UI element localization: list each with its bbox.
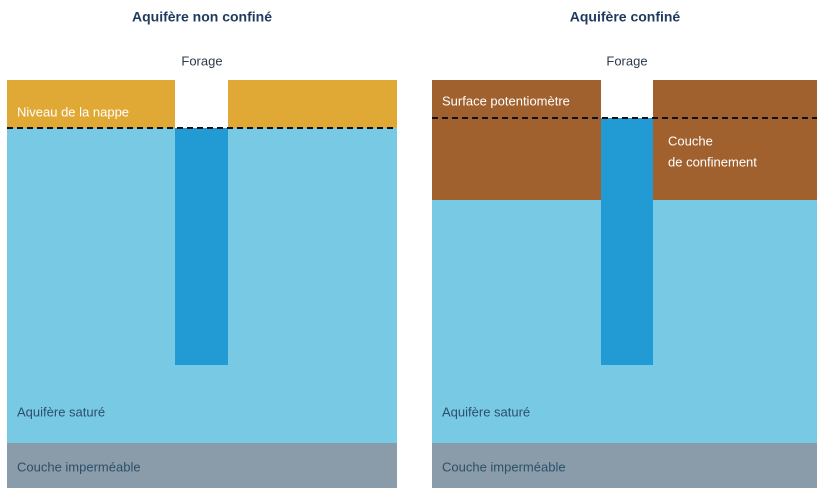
well — [601, 118, 653, 365]
layer-label: Couche imperméable — [442, 459, 566, 474]
layer-label: Couche imperméable — [17, 459, 141, 474]
panel-title: Aquifère non confiné — [132, 9, 272, 25]
layer-label: de confinement — [668, 154, 757, 169]
well — [175, 128, 228, 365]
layer-label: Aquifère saturé — [17, 404, 105, 419]
well-label: Forage — [181, 53, 222, 68]
layer-label: Aquifère saturé — [442, 404, 530, 419]
well-label: Forage — [606, 53, 647, 68]
impermeable-layer — [432, 443, 817, 488]
layer-label: Niveau de la nappe — [17, 104, 129, 119]
panel-title: Aquifère confiné — [570, 9, 681, 25]
impermeable-layer — [7, 443, 397, 488]
well-gap — [175, 80, 228, 128]
layer-label: Surface potentiomètre — [442, 93, 570, 108]
panel-confined: Aquifère confiné Forage Surface potentio… — [432, 9, 817, 488]
layer-label: Couche — [668, 133, 713, 148]
well-gap — [601, 80, 653, 118]
panel-unconfined: Aquifère non confiné Forage Niveau de la… — [7, 9, 397, 488]
